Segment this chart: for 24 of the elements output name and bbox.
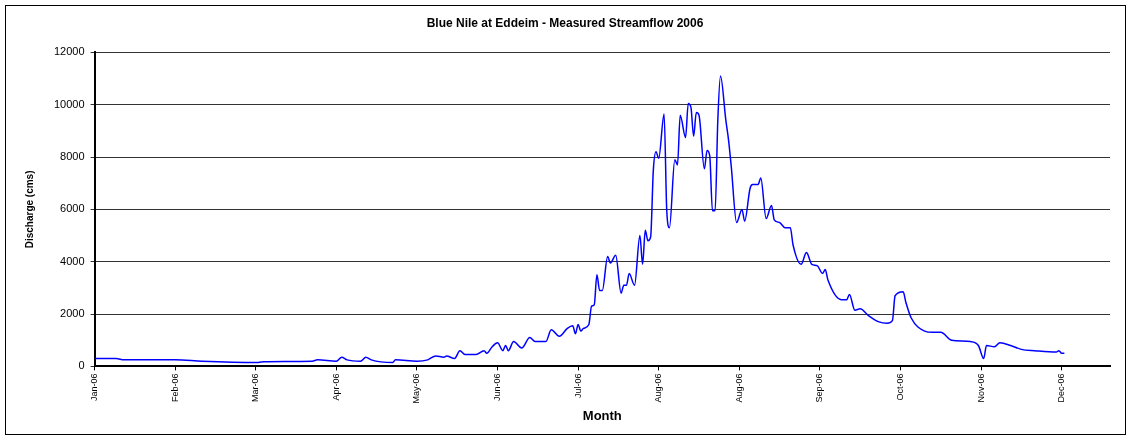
y-tick-label: 10000 bbox=[53, 97, 85, 110]
x-tick-label: Mar-06 bbox=[250, 373, 261, 402]
x-axis-title: Month bbox=[582, 407, 622, 423]
x-tick-label: May-06 bbox=[411, 373, 422, 404]
chart-title: Blue Nile at Eddeim - Measured Streamflow 2006 bbox=[426, 15, 704, 30]
y-tick-label: 6000 bbox=[60, 202, 85, 215]
x-tick-label: Aug-06 bbox=[653, 373, 664, 403]
y-tick-label: 8000 bbox=[60, 150, 85, 163]
x-tick-label: Oct-06 bbox=[894, 373, 905, 401]
y-tick-label: 0 bbox=[78, 359, 85, 372]
y-tick-label: 12000 bbox=[53, 45, 85, 58]
y-axis-title: Discharge (cms) bbox=[23, 170, 35, 249]
x-tick-label: Aug-06 bbox=[733, 373, 744, 403]
x-tick-label: Sep-06 bbox=[814, 373, 825, 403]
y-tick-label: 4000 bbox=[60, 254, 85, 267]
x-tick-label: Dec-06 bbox=[1056, 373, 1067, 403]
y-tick-label: 2000 bbox=[60, 307, 85, 320]
x-tick-label: Jun-06 bbox=[492, 373, 503, 401]
x-tick-label: Feb-06 bbox=[169, 373, 180, 402]
x-tick-label: Jul-06 bbox=[572, 373, 583, 398]
x-tick-label: Nov-06 bbox=[975, 373, 986, 403]
line-series bbox=[94, 75, 1066, 364]
x-tick-label: Jan-06 bbox=[89, 373, 100, 401]
x-tick-label: Apr-06 bbox=[330, 373, 341, 401]
